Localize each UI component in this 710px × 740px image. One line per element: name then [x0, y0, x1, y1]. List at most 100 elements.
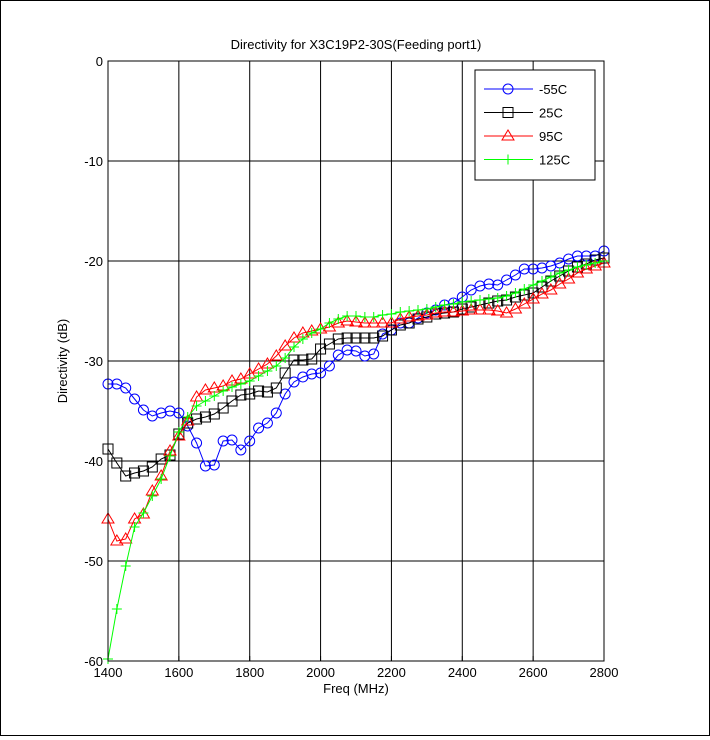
legend-marker: [502, 83, 514, 95]
data-point: [543, 283, 558, 295]
data-point: [340, 314, 355, 326]
data-point: [315, 324, 326, 334]
data-point: [199, 460, 211, 472]
data-point: [536, 262, 548, 274]
data-point: [395, 307, 406, 317]
data-point: [527, 263, 539, 275]
data-point: [120, 382, 132, 394]
data-point: [341, 344, 353, 356]
data-point: [492, 279, 504, 291]
data-point: [253, 422, 265, 434]
data-point: [377, 330, 389, 342]
data-point: [191, 413, 203, 425]
data-point: [111, 604, 122, 614]
data-point: [146, 461, 158, 473]
data-point: [120, 561, 131, 571]
data-point: [109, 534, 124, 546]
data-point: [218, 386, 229, 396]
data-point: [368, 312, 379, 322]
data-point: [332, 333, 344, 345]
data-point: [288, 354, 300, 366]
data-point: [262, 366, 273, 376]
legend-label: 125C: [539, 153, 570, 168]
data-point: [155, 407, 167, 419]
y-tick-label: -40: [84, 454, 103, 469]
data-point: [261, 417, 273, 429]
data-point: [306, 353, 318, 365]
data-point: [289, 342, 299, 352]
data-point: [147, 491, 158, 501]
data-point: [492, 293, 503, 303]
legend-marker: [502, 107, 514, 118]
data-point: [209, 391, 220, 401]
data-point: [278, 339, 293, 351]
data-point: [509, 269, 521, 281]
data-point: [270, 407, 282, 419]
data-point: [333, 314, 344, 324]
data-point: [306, 368, 318, 380]
data-point: [481, 303, 496, 315]
data-point: [518, 263, 530, 275]
data-point: [357, 316, 372, 328]
data-point: [253, 385, 265, 397]
data-point: [297, 354, 309, 366]
series-125C: [103, 256, 609, 664]
legend-item: 25C: [484, 106, 563, 121]
data-point: [394, 319, 406, 331]
data-point: [129, 393, 141, 405]
data-point: [464, 303, 479, 315]
data-point: [182, 412, 193, 422]
data-point: [129, 467, 141, 479]
data-point: [359, 350, 371, 362]
data-point: [208, 459, 220, 471]
data-point: [137, 404, 149, 416]
data-point: [590, 258, 601, 268]
axis-ticks: 1400 1600 1800 2000 2200 2400 2600 2800 0 -10 -20 -…: [84, 54, 618, 680]
legend-label: -55C: [539, 82, 567, 97]
legend-item: 95C: [484, 129, 563, 144]
data-point: [351, 311, 361, 321]
data-point: [501, 291, 512, 301]
legend-box: [474, 69, 596, 181]
data-point: [271, 361, 282, 371]
data-point: [279, 367, 291, 379]
series-line: [107, 257, 605, 477]
data-point: [138, 508, 149, 518]
data-point: [421, 304, 432, 314]
y-tick-label: -60: [84, 654, 103, 669]
series-line: [108, 250, 605, 467]
chart-title: Directivity for X3C19P2-30S(Feeding port…: [231, 37, 482, 52]
data-point: [173, 407, 185, 419]
legend-marker: [501, 129, 515, 141]
data-point: [554, 268, 565, 278]
data-point: [332, 349, 344, 361]
data-point: [375, 316, 390, 328]
data-point: [315, 367, 327, 379]
data-point: [359, 312, 370, 322]
legend-marker: [503, 154, 513, 165]
data-point: [280, 353, 291, 363]
data-point: [457, 297, 468, 307]
data-point: [501, 274, 513, 286]
data-point: [217, 435, 229, 447]
data-point: [164, 405, 176, 417]
y-tick-label: 0: [96, 54, 103, 69]
data-point: [430, 302, 441, 312]
data-point: [579, 262, 594, 274]
data-point: [156, 474, 167, 484]
x-tick-label: 2000: [306, 665, 335, 680]
data-point: [563, 265, 574, 275]
data-point: [386, 309, 397, 319]
data-point: [244, 435, 256, 447]
data-point: [342, 311, 353, 321]
x-tick-label: 2600: [519, 665, 548, 680]
y-tick-label: -10: [84, 154, 103, 169]
y-tick-label: -30: [84, 354, 103, 369]
data-point: [269, 349, 284, 361]
x-axis-label: Freq (MHz): [323, 681, 389, 696]
data-point: [448, 299, 459, 309]
data-point: [217, 402, 229, 414]
data-point: [465, 284, 477, 296]
data-point: [180, 414, 195, 426]
